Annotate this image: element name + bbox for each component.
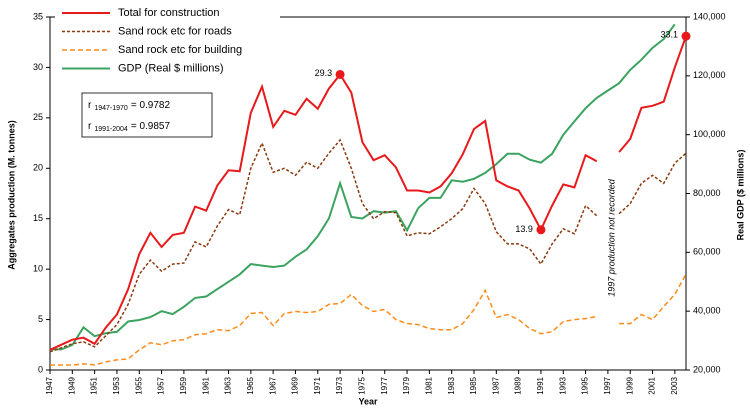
y2-tick-label: 140,000	[693, 11, 726, 21]
correlation: r 1991-2004 = 0.9857	[88, 121, 170, 133]
point-label: 29.3	[315, 68, 333, 78]
x-tick-label: 1965	[246, 376, 255, 394]
y-tick-label: 35	[33, 11, 43, 21]
x-tick-label: 1957	[157, 376, 166, 394]
x-tick-label: 1985	[469, 376, 478, 394]
x-tick-label: 1989	[514, 376, 523, 394]
highlight-point	[536, 225, 546, 235]
y2-tick-label: 80,000	[693, 188, 721, 198]
correlation-value: = 0.9782	[131, 100, 171, 111]
x-tick-label: 1999	[625, 376, 634, 394]
x-tick-label: 1959	[179, 376, 188, 394]
y-tick-label: 5	[38, 314, 43, 324]
correlation-symbol: r	[88, 121, 92, 132]
x-tick-label: 1947	[45, 376, 54, 394]
y2-tick-label: 120,000	[693, 70, 726, 80]
y-axis-title: Aggregates production (M. tonnes)	[6, 120, 16, 270]
y-tick-label: 0	[38, 364, 43, 374]
legend-label: Total for construction	[118, 7, 220, 19]
series-line	[49, 138, 687, 353]
y2-tick-label: 40,000	[693, 306, 721, 316]
x-tick-label: 1969	[291, 376, 300, 394]
legend	[55, 4, 280, 76]
highlight-point	[335, 69, 345, 79]
x-tick-label: 1975	[358, 376, 367, 394]
x-tick-label: 1993	[558, 376, 567, 394]
y-tick-label: 10	[33, 264, 43, 274]
x-tick-label: 1979	[402, 376, 411, 394]
correlation-value: = 0.9857	[131, 121, 171, 132]
x-tick-label: 1961	[201, 376, 210, 394]
y2-tick-label: 100,000	[693, 129, 726, 139]
note: 1997 production not recorded	[606, 178, 616, 297]
x-tick-label: 1951	[90, 376, 99, 394]
series-line	[49, 35, 687, 351]
x-tick-label: 1997	[603, 376, 612, 394]
x-tick-label: 1981	[424, 376, 433, 394]
y2-tick-label: 20,000	[693, 364, 721, 374]
correlation-symbol: r	[88, 100, 92, 111]
legend-label: GDP (Real $ millions)	[118, 62, 224, 74]
point-label: 33.1	[660, 30, 678, 40]
correlation-period: 1947-1970	[94, 105, 128, 112]
x-tick-label: 1987	[491, 376, 500, 394]
series-line	[50, 23, 676, 351]
x-tick-label: 2003	[670, 376, 679, 394]
correlation-period: 1991-2004	[94, 126, 128, 133]
y2-tick-label: 60,000	[693, 247, 721, 257]
x-tick-label: 1973	[335, 376, 344, 394]
correlation-box	[81, 92, 213, 138]
x-tick-label: 1995	[581, 376, 590, 394]
y-tick-label: 30	[33, 62, 43, 72]
series-line	[50, 273, 687, 366]
x-tick-label: 1967	[268, 376, 277, 394]
y2-axis-title: Real GDP ($ millions)	[735, 150, 745, 241]
x-axis-title: Year	[358, 396, 378, 405]
x-tick-label: 2001	[648, 376, 657, 394]
legend-label: Sand rock etc for building	[118, 44, 242, 56]
point-label: 13.9	[515, 224, 533, 234]
x-tick-label: 1963	[224, 376, 233, 394]
highlight-point	[681, 31, 691, 41]
y-tick-label: 15	[33, 213, 43, 223]
x-tick-label: 1983	[447, 376, 456, 394]
x-tick-label: 1977	[380, 376, 389, 394]
x-tick-label: 1955	[134, 376, 143, 394]
x-tick-label: 1949	[67, 376, 76, 394]
x-tick-label: 1971	[313, 376, 322, 394]
x-tick-label: 1953	[112, 376, 121, 394]
y-tick-label: 20	[33, 163, 43, 173]
correlation: r 1947-1970 = 0.9782	[88, 100, 170, 112]
y-tick-label: 25	[33, 112, 43, 122]
x-tick-label: 1991	[536, 376, 545, 394]
legend-label: Sand rock etc for roads	[118, 25, 232, 37]
